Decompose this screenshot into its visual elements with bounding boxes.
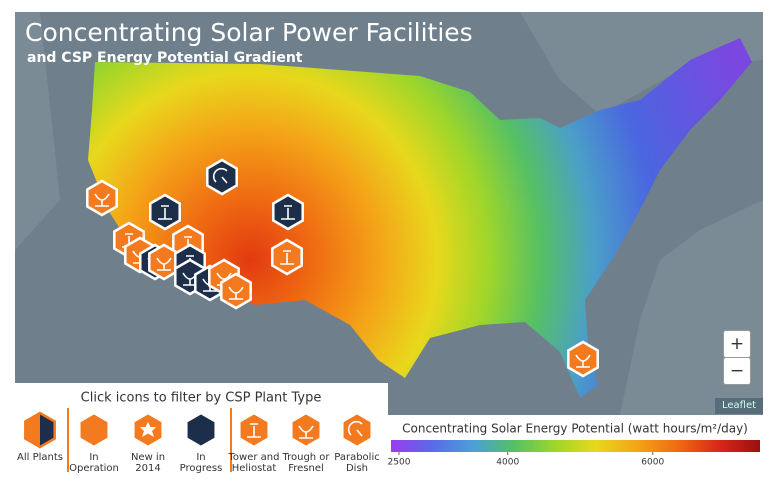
glyph bbox=[94, 193, 110, 207]
filter-orange[interactable] bbox=[78, 411, 110, 449]
glyph bbox=[140, 422, 156, 437]
filter-label[interactable]: In Progress bbox=[180, 452, 223, 474]
filter-label[interactable]: All Plants bbox=[17, 452, 63, 463]
glyph bbox=[247, 423, 261, 438]
scale-title: Concentrating Solar Energy Potential (wa… bbox=[402, 422, 748, 436]
zoom-out[interactable]: − bbox=[723, 357, 751, 385]
glyph bbox=[575, 354, 591, 368]
map-marker[interactable] bbox=[206, 158, 238, 196]
glyph bbox=[212, 167, 228, 184]
zoom-in[interactable]: + bbox=[723, 330, 751, 358]
marker-hex bbox=[220, 272, 252, 310]
filter-label[interactable]: Trough or Fresnel bbox=[281, 452, 330, 474]
filter-dish[interactable] bbox=[341, 411, 373, 449]
map-title: Concentrating Solar Power Facilities bbox=[25, 18, 473, 47]
glyph bbox=[156, 257, 172, 271]
map-marker[interactable] bbox=[149, 193, 181, 231]
map-marker[interactable] bbox=[271, 238, 303, 276]
filter-label[interactable]: Tower and Heliostat bbox=[228, 452, 280, 474]
us-potential bbox=[88, 38, 752, 398]
map-marker[interactable] bbox=[86, 179, 118, 217]
glyph bbox=[298, 425, 314, 439]
marker-hex bbox=[185, 411, 217, 449]
filter-all[interactable] bbox=[24, 411, 56, 449]
filter-trough[interactable] bbox=[290, 411, 322, 449]
scale-tick-label: 2500 bbox=[388, 458, 411, 468]
glyph bbox=[158, 205, 172, 220]
map-marker[interactable] bbox=[567, 340, 599, 378]
filter-label[interactable]: Parabolic Dish bbox=[334, 452, 379, 474]
scale-tick-label: 4000 bbox=[496, 458, 519, 468]
map-subtitle: and CSP Energy Potential Gradient bbox=[27, 50, 303, 66]
marker-hex bbox=[86, 179, 118, 217]
filter-title: Click icons to filter by CSP Plant Type bbox=[81, 391, 322, 406]
map-marker[interactable] bbox=[272, 193, 304, 231]
marker-hex bbox=[78, 411, 110, 449]
filter-tower[interactable] bbox=[238, 411, 270, 449]
marker-hex bbox=[567, 340, 599, 378]
glyph bbox=[347, 420, 363, 437]
filter-label[interactable]: In Operation bbox=[69, 452, 119, 474]
marker-hex bbox=[290, 411, 322, 449]
marker-half bbox=[25, 413, 40, 447]
scale-bar bbox=[391, 440, 760, 452]
glyph bbox=[281, 205, 295, 220]
map-marker[interactable] bbox=[220, 272, 252, 310]
glyph bbox=[228, 286, 244, 300]
attribution[interactable]: Leaflet bbox=[715, 398, 763, 414]
glyph bbox=[280, 250, 294, 265]
filter-label[interactable]: New in 2014 bbox=[131, 452, 165, 474]
scale-tick-label: 6000 bbox=[641, 458, 664, 468]
filter-navy[interactable] bbox=[185, 411, 217, 449]
filter-star[interactable] bbox=[132, 411, 164, 449]
